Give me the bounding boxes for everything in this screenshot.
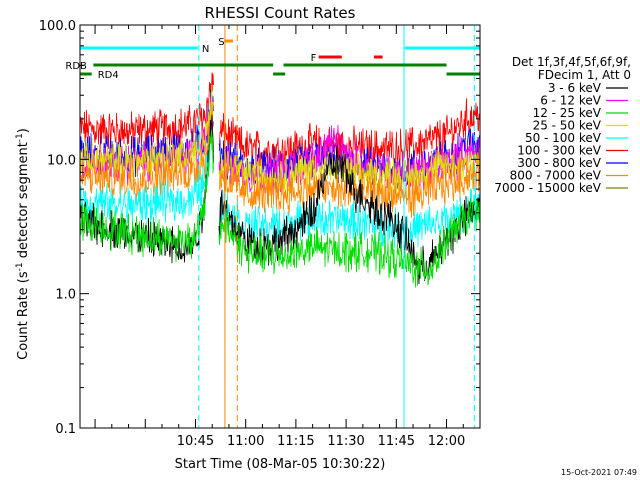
flag-bar-rdb-1 — [93, 63, 274, 67]
x-tick-label-1: 10:45 — [177, 434, 214, 449]
legend-entry-label-8: 800 - 7000 keV — [510, 169, 602, 183]
x-tick-label-6: 12:00 — [428, 434, 465, 449]
legend-entry-label-2: 6 - 12 keV — [540, 94, 602, 108]
y-axis-label: Count Rate (s-1 detector segment-1) — [15, 128, 31, 360]
y-axis-label-part: -1 — [15, 133, 25, 142]
legend-entry-label-3: 12 - 25 keV — [533, 106, 602, 120]
x-tick-label-4: 11:30 — [327, 434, 364, 449]
flag-bar-rd4-1 — [80, 72, 92, 76]
flag-bar-n-2 — [404, 46, 480, 50]
x-tick-label-5: 11:45 — [378, 434, 415, 449]
y-axis-label-part: detector segment — [16, 142, 31, 262]
x-axis-label: Start Time (08-Mar-05 10:30:22) — [175, 457, 386, 472]
flag-bar-rd4-3 — [446, 72, 480, 76]
flag-bar-f-1 — [318, 55, 342, 59]
plot-frame — [79, 24, 481, 429]
flag-bar-rd4-2 — [273, 72, 286, 76]
legend-entry-label-6: 100 - 300 keV — [517, 144, 601, 158]
legend-entry-label-9: 7000 - 15000 keV — [494, 181, 601, 195]
y-tick-label-3: 10.0 — [47, 153, 76, 168]
y-axis-label-part: Count Rate (s — [16, 271, 31, 360]
axes: 0.1 1.0 10.0 100.0 10:45 11:00 11:15 11:30 11:45… — [39, 19, 481, 449]
y-tick-label-4: 100.0 — [39, 19, 76, 34]
legend-entry-label-4: 25 - 50 keV — [533, 119, 602, 133]
flag-label-rdb: RDB — [65, 61, 87, 72]
series-line-8 — [79, 130, 481, 288]
flag-label-s: S — [218, 37, 224, 48]
flag-bar-s-1 — [224, 39, 233, 43]
y-tick-label-1: 0.1 — [55, 422, 76, 437]
legend-header-line-1: Det 1f,3f,4f,5f,6f,9f, — [512, 55, 631, 69]
chart-title: RHESSI Count Rates — [205, 4, 356, 22]
y-axis-label-part: ) — [16, 128, 31, 133]
flag-label-f: F — [311, 53, 317, 64]
footer-timestamp: 15-Oct-2021 07:49 — [561, 468, 637, 477]
flag-bar-f-2 — [373, 55, 383, 59]
legend: Det 1f,3f,4f,5f,6f,9f,FDecim 1, Att 03 -… — [494, 55, 631, 195]
x-tick-label-2: 11:00 — [227, 434, 264, 449]
legend-header-line-2: FDecim 1, Att 0 — [538, 68, 631, 82]
y-axis-label-part: -1 — [15, 262, 25, 271]
flag-bar-rdb-2 — [283, 63, 447, 67]
legend-entry-label-1: 3 - 6 keV — [548, 81, 602, 95]
flag-label-n: N — [202, 44, 209, 55]
x-tick-label-3: 11:15 — [277, 434, 314, 449]
legend-entry-label-7: 300 - 800 keV — [517, 156, 601, 170]
series-line-6 — [79, 128, 481, 250]
flag-label-rd4: RD4 — [98, 70, 119, 81]
plot-area: SN F RDB RD4 — [65, 25, 481, 428]
legend-entry-label-5: 50 - 100 keV — [525, 131, 602, 145]
y-tick-label-2: 1.0 — [55, 288, 76, 303]
flag-bar-n-1 — [80, 46, 198, 50]
